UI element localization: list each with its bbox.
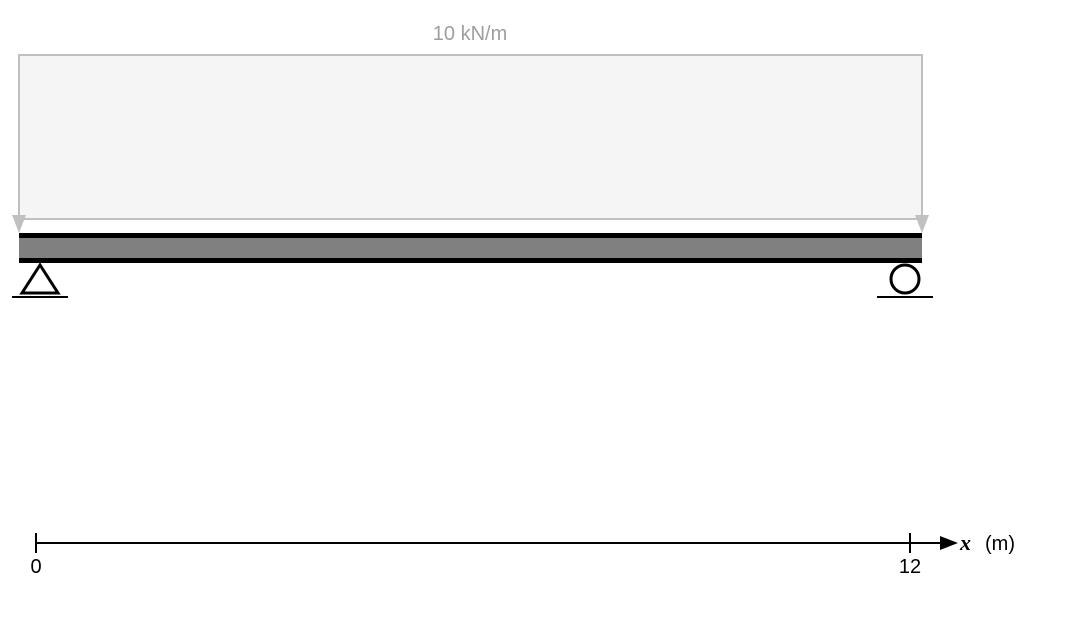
roller-circle-icon [891,265,919,293]
pin-triangle-icon [22,265,58,293]
axis-variable: x [959,530,971,555]
beam-top-flange [19,233,922,238]
axis-tick-label: 12 [899,556,921,578]
beam-web [19,238,922,258]
load-box [19,55,922,219]
axis-tick-label: 0 [30,556,41,578]
pin-support [12,265,68,297]
x-axis: 0 12 x (m) [30,530,1015,578]
load-arrow-right-head [915,215,929,233]
load-arrow-left-head [12,215,26,233]
roller-support [877,265,933,297]
distributed-load: 10 kN/m [12,23,929,233]
beam [19,233,922,263]
axis-arrowhead-icon [940,536,958,550]
load-label: 10 kN/m [433,23,507,45]
beam-bottom-flange [19,258,922,263]
beam-diagram: 10 kN/m 0 12 x (m) [0,0,1078,620]
axis-unit: (m) [985,533,1015,555]
